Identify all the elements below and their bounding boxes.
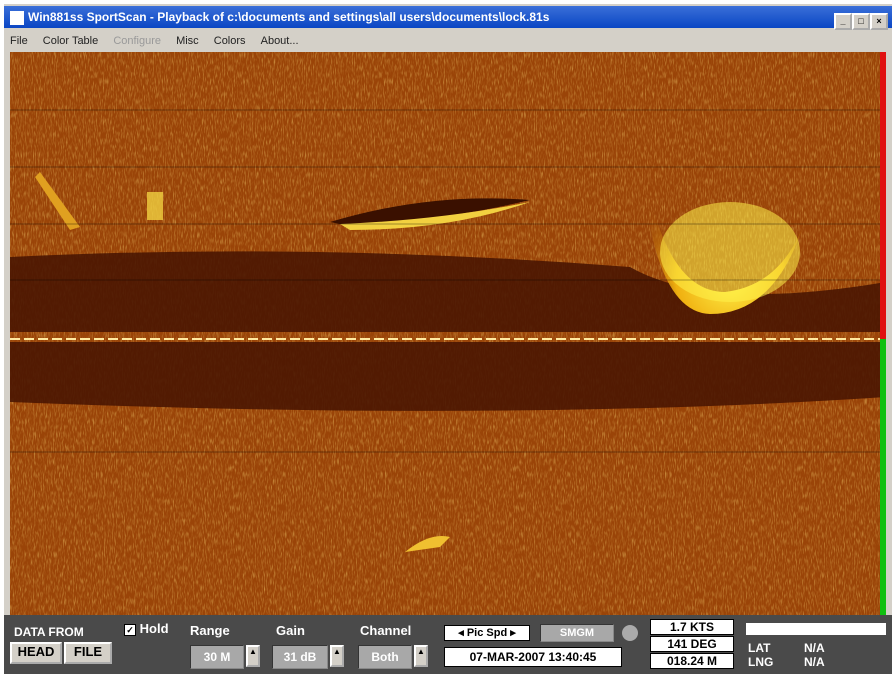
app-icon xyxy=(10,11,24,25)
data-from-label: DATA FROM xyxy=(14,625,84,639)
object-echo xyxy=(147,192,163,220)
channel-label: Channel xyxy=(360,623,411,638)
lat-value: N/A xyxy=(804,641,825,655)
port-indicator xyxy=(880,52,886,339)
depth-display: 018.24 M xyxy=(650,653,734,669)
app-window: Win881ss SportScan - Playback of c:\docu… xyxy=(4,4,892,674)
datetime-display: 07-MAR-2007 13:40:45 xyxy=(444,647,622,667)
close-button[interactable]: × xyxy=(870,13,888,30)
target-echo xyxy=(660,202,800,302)
heading-display: 141 DEG xyxy=(650,636,734,652)
menu-bar: File Color Table Configure Misc Colors A… xyxy=(4,30,892,52)
page: Win881ss SportScan - Playback of c:\docu… xyxy=(0,0,896,674)
menu-item[interactable]: Color Table xyxy=(43,35,98,47)
lng-value: N/A xyxy=(804,655,825,669)
starboard-indicator xyxy=(880,339,886,615)
speed-display: 1.7 KTS xyxy=(650,619,734,635)
pic-speed-label: Pic Spd xyxy=(467,627,507,639)
head-button[interactable]: HEAD xyxy=(10,642,62,664)
gain-spinner[interactable]: ▲ xyxy=(330,645,344,667)
file-button[interactable]: FILE xyxy=(64,642,112,664)
progress-slider[interactable] xyxy=(746,623,886,635)
pic-speed-control[interactable]: ◂ Pic Spd ▸ xyxy=(444,625,530,641)
menu-item[interactable]: File xyxy=(10,35,28,47)
window-title: Win881ss SportScan - Playback of c:\docu… xyxy=(28,10,549,24)
channel-spinner[interactable]: ▲ xyxy=(414,645,428,667)
window-controls: _□× xyxy=(834,9,888,31)
menu-item[interactable]: Colors xyxy=(214,35,246,47)
maximize-button[interactable]: □ xyxy=(852,13,870,30)
channel-display: Both xyxy=(358,645,412,669)
control-panel: DATA FROM HEAD FILE ✓ Hold Range 30 M ▲ … xyxy=(4,615,892,674)
gain-label: Gain xyxy=(276,623,305,638)
menu-item[interactable]: Configure xyxy=(113,35,161,47)
range-label: Range xyxy=(190,623,230,638)
menu-item[interactable]: Misc xyxy=(176,35,199,47)
minimize-button[interactable]: _ xyxy=(834,13,852,30)
sonar-image xyxy=(10,52,886,615)
lat-label: LAT xyxy=(748,641,770,655)
range-display: 30 M xyxy=(190,645,244,669)
smgm-button[interactable]: SMGM xyxy=(540,624,614,642)
range-spinner[interactable]: ▲ xyxy=(246,645,260,667)
gain-display: 31 dB xyxy=(272,645,328,669)
title-bar: Win881ss SportScan - Playback of c:\docu… xyxy=(4,6,892,28)
sonar-texture xyxy=(10,52,886,615)
status-light xyxy=(622,625,638,641)
hold-checkbox[interactable]: ✓ Hold xyxy=(124,621,169,636)
lng-label: LNG xyxy=(748,655,773,669)
hold-label: Hold xyxy=(140,621,169,636)
shadow-band xyxy=(10,342,886,411)
menu-item[interactable]: About... xyxy=(261,35,299,47)
